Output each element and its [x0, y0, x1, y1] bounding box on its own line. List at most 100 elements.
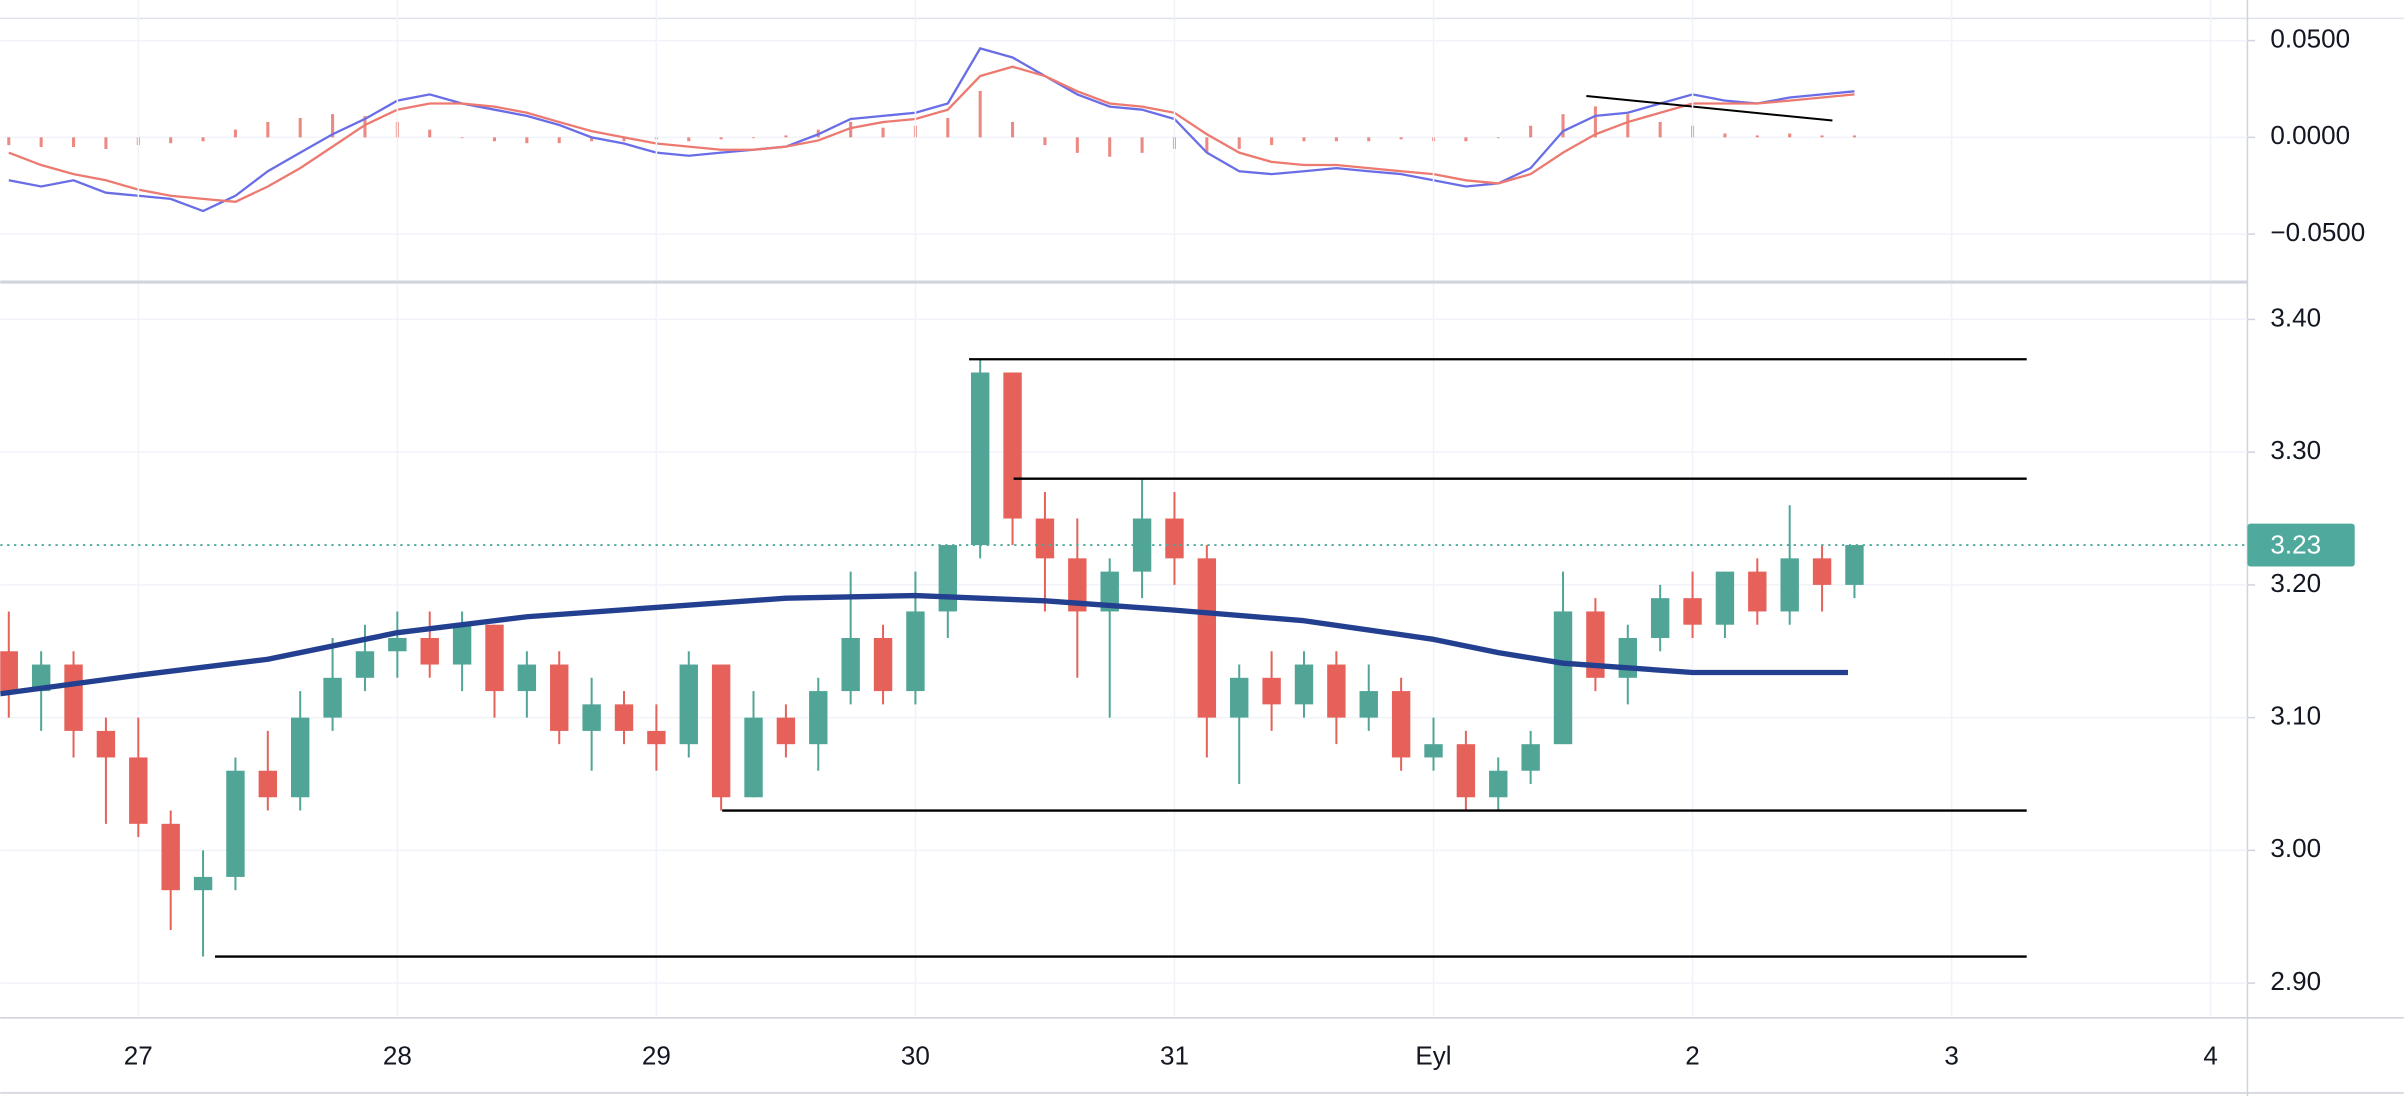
candle-body: [1327, 664, 1346, 718]
histogram-bar: [1723, 133, 1727, 138]
histogram-bar: [1496, 137, 1500, 139]
histogram-bar: [719, 137, 723, 140]
x-tick-label: 29: [642, 1041, 671, 1071]
x-tick-label: 28: [383, 1041, 412, 1071]
histogram-bar: [590, 137, 594, 142]
histogram-bar: [1464, 137, 1468, 142]
candle-body: [129, 757, 148, 824]
histogram-bar: [1626, 114, 1630, 138]
last-price-tag: [2247, 523, 2355, 567]
histogram-bar: [266, 121, 270, 138]
candle-body: [226, 770, 245, 877]
histogram-bar: [1270, 137, 1274, 146]
histogram-bar: [169, 137, 173, 144]
candle-body: [291, 717, 310, 798]
histogram-bar: [1593, 106, 1597, 138]
candle-body: [1748, 571, 1767, 612]
candle-body: [1553, 611, 1573, 745]
histogram-bar: [1302, 137, 1306, 142]
histogram-bar: [978, 90, 982, 138]
y-tick-label: 3.20: [2270, 568, 2321, 598]
histogram-bar: [525, 137, 529, 144]
histogram-bar: [233, 129, 237, 138]
candle-body: [161, 823, 180, 891]
histogram-bar: [1852, 135, 1856, 138]
price-pane: [0, 283, 2248, 1017]
y-tick-label: 3.30: [2270, 435, 2321, 465]
x-tick-label: 30: [901, 1041, 930, 1071]
histogram-bar: [298, 118, 302, 138]
candle-body: [193, 876, 213, 891]
y-tick-label: 0.0500: [2270, 24, 2350, 54]
candle-body: [1230, 677, 1249, 718]
histogram-bar: [492, 137, 497, 142]
histogram-bar: [104, 137, 108, 149]
macd-line: [8, 47, 1855, 213]
candle-body: [970, 372, 990, 546]
histogram-bar: [72, 137, 76, 148]
candle-body: [809, 691, 828, 745]
candle-body: [355, 651, 375, 678]
candle-body: [744, 717, 763, 798]
y-tick-label: 3.40: [2270, 302, 2321, 332]
histogram-bar: [363, 116, 367, 138]
histogram-bar: [1205, 137, 1209, 153]
candle-body: [258, 770, 278, 798]
candle-body: [1100, 571, 1119, 612]
candle-body: [1068, 558, 1087, 612]
histogram-bar: [622, 137, 626, 142]
candle-body: [776, 717, 796, 745]
candle-body: [841, 637, 860, 692]
histogram-bar: [1788, 133, 1792, 138]
candle-body: [1197, 558, 1217, 718]
candle-body: [1812, 558, 1832, 585]
candle-body: [1359, 691, 1378, 718]
histogram-bar: [751, 137, 756, 139]
histogram-bar: [946, 118, 950, 138]
candle-body: [0, 651, 18, 692]
candle-body: [323, 677, 342, 718]
histogram-bar: [784, 135, 788, 138]
last-price-label: 3.23: [2270, 529, 2321, 559]
histogram-bar: [1399, 137, 1403, 140]
histogram-bar: [881, 127, 885, 138]
histogram-bar: [428, 129, 432, 138]
macd-line: [8, 65, 1855, 203]
histogram-bar: [1011, 121, 1015, 138]
candle-body: [1650, 598, 1670, 638]
candle-body: [1262, 677, 1281, 705]
histogram-bar: [331, 114, 335, 138]
histogram-bar: [1367, 137, 1371, 142]
histogram-bar: [1755, 135, 1759, 138]
candle-body: [1391, 691, 1411, 758]
candle-body: [1780, 558, 1799, 612]
y-tick-label: 0.0000: [2270, 120, 2350, 150]
candle-body: [938, 545, 958, 612]
candle-body: [1683, 598, 1702, 625]
histogram-bar: [39, 137, 43, 148]
candle-body: [1845, 545, 1864, 585]
candle-body: [1618, 637, 1637, 678]
candle-body: [1489, 770, 1508, 798]
histogram-bar: [1334, 137, 1338, 142]
x-tick-label: 2: [1685, 1041, 1700, 1071]
x-tick-label: 31: [1160, 1041, 1189, 1071]
candle-body: [31, 664, 51, 692]
x-tick-label: Eyl: [1415, 1041, 1451, 1071]
candle-body: [1165, 518, 1184, 559]
candle-body: [1586, 611, 1605, 678]
x-tick-label: 4: [2203, 1041, 2218, 1071]
candle-body: [388, 637, 407, 652]
axes: 0.0500 0.0000 −0.0500 27 28 29 30 31 Eyl 2 3 4 3.40 3…: [124, 24, 2365, 1071]
candle-body: [1294, 664, 1314, 705]
candle-body: [1132, 518, 1152, 572]
x-tick-label: 3: [1944, 1041, 1959, 1071]
histogram-bar: [1075, 137, 1079, 153]
histogram-bar: [1561, 114, 1565, 138]
histogram-bar: [1658, 121, 1662, 138]
histogram-bar: [1820, 135, 1824, 138]
candle-body: [1456, 744, 1476, 798]
histogram-bar: [1140, 137, 1144, 153]
candle-body: [906, 611, 925, 692]
